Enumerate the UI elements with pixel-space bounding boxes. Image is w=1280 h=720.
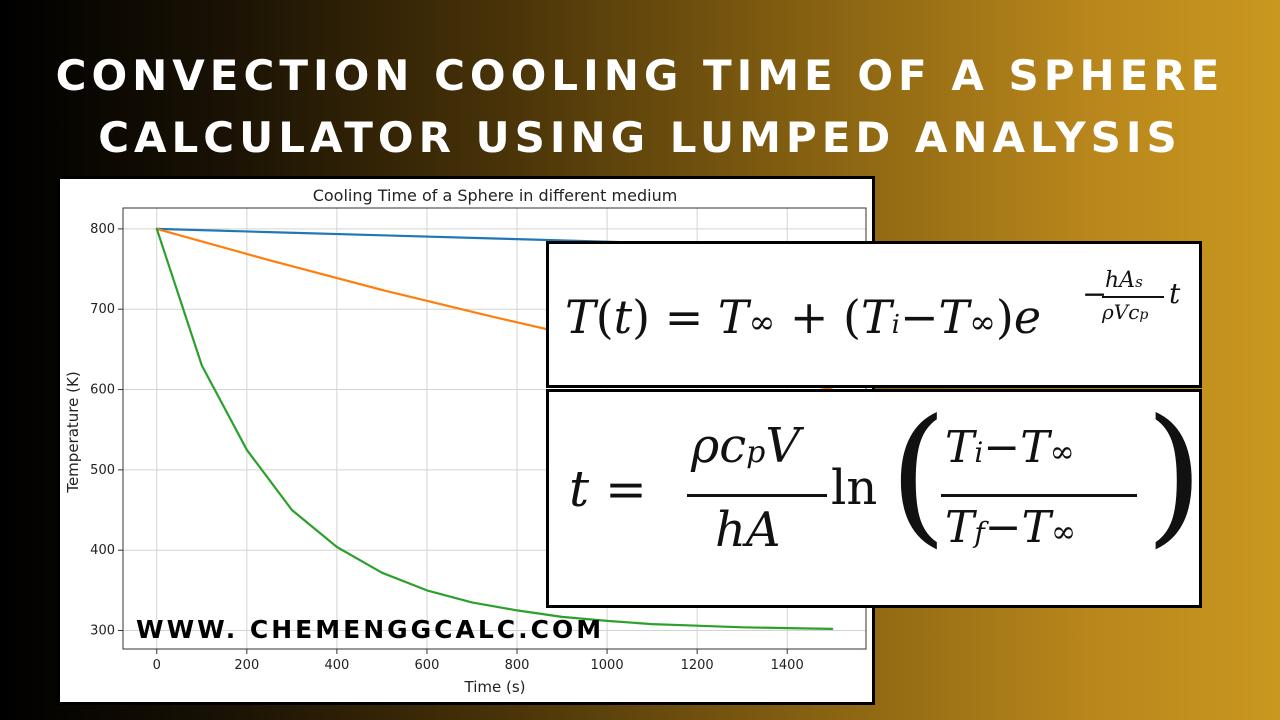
time-formula-denominator: hA: [715, 502, 781, 558]
exponent-t: t: [1169, 277, 1181, 310]
temperature-formula: T(t) = T∞ + (Ti−T∞)e: [565, 290, 1042, 344]
y-tick-label: 700: [90, 302, 115, 317]
log-numerator: Ti−T∞: [945, 422, 1075, 473]
time-formula-box: t = ρcpV hA ln ( Ti−T∞ Tf−T∞ ): [546, 388, 1204, 608]
time-formula-fraction-bar: [687, 494, 827, 497]
right-paren: ): [1145, 388, 1204, 562]
y-axis-label: Temperature (K): [64, 371, 82, 493]
exponent-fraction-bar: [1102, 296, 1164, 298]
website-url: WWW. CHEMENGGCALC.COM: [136, 615, 605, 644]
x-tick-label: 600: [415, 658, 440, 673]
y-tick-label: 800: [90, 222, 115, 237]
exponent-minus: −: [1082, 277, 1108, 312]
tick-layer: 0 200 400 600 800 1000 1200 1400 300 400 500 600 700…: [90, 222, 804, 673]
x-tick-label: 1000: [591, 658, 624, 673]
exponent-denominator: ρVcp: [1102, 300, 1149, 324]
y-tick-label: 600: [90, 383, 115, 398]
x-tick-label: 1400: [771, 658, 804, 673]
x-tick-label: 800: [505, 658, 530, 673]
log-denominator: Tf−T∞: [945, 502, 1076, 553]
time-formula-lhs: t =: [569, 460, 647, 518]
x-tick-label: 0: [153, 658, 161, 673]
time-formula-numerator: ρcpV: [691, 418, 800, 474]
headline-line-1: CONVECTION COOLING TIME OF A SPHERE: [55, 51, 1225, 100]
exponent-numerator: hAs: [1105, 268, 1143, 293]
x-tick-label: 200: [234, 658, 259, 673]
temperature-formula-box: T(t) = T∞ + (Ti−T∞)e − hAs ρVcp t: [546, 241, 1202, 388]
headline-line-2: CALCULATOR USING LUMPED ANALYSIS: [98, 113, 1182, 162]
log-fraction-bar: [941, 494, 1137, 497]
x-tick-label: 400: [324, 658, 349, 673]
chart-title: Cooling Time of a Sphere in different me…: [313, 186, 678, 205]
y-tick-label: 400: [90, 543, 115, 558]
left-paren: (: [889, 388, 948, 562]
x-tick-label: 1200: [681, 658, 714, 673]
x-axis-label: Time (s): [464, 678, 526, 696]
series-line-3: [155, 227, 834, 630]
y-tick-label: 300: [90, 624, 115, 639]
ln-symbol: ln: [831, 460, 878, 516]
y-tick-label: 500: [90, 463, 115, 478]
